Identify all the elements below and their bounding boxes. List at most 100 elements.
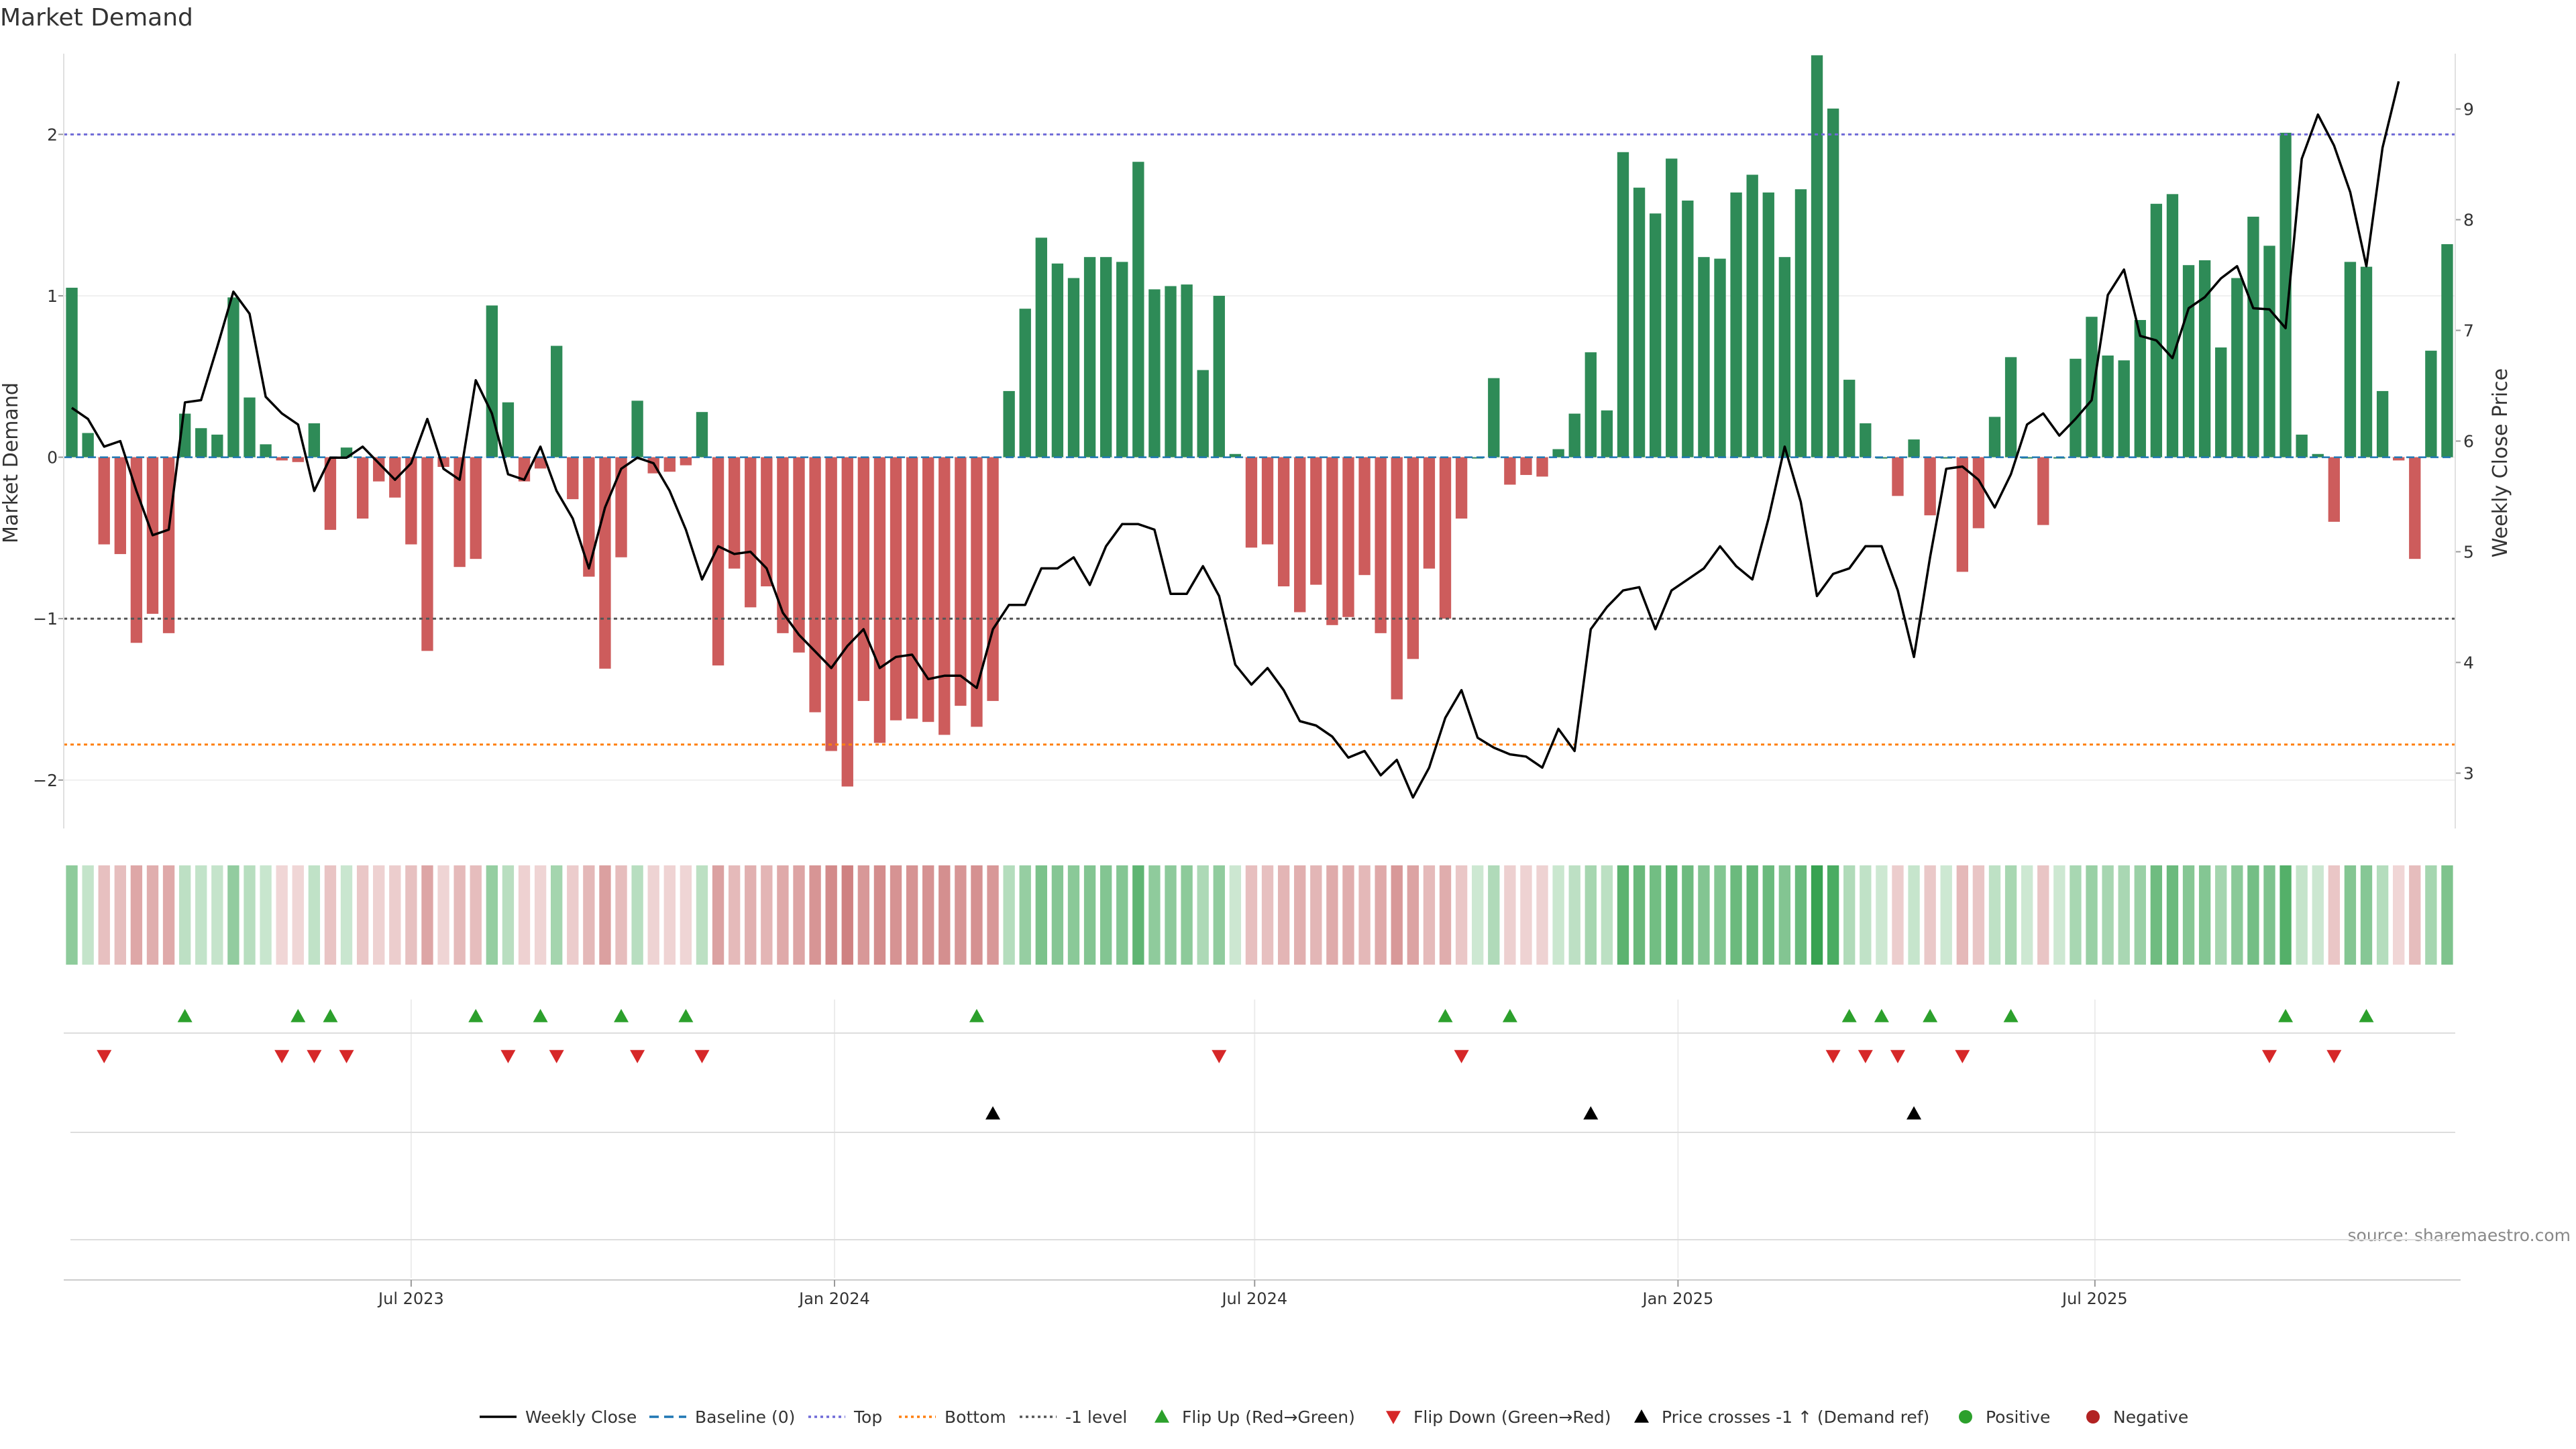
flip-up-marker	[1438, 1009, 1453, 1022]
y-tick-label: −1	[33, 609, 58, 629]
heat-cell	[470, 865, 482, 965]
demand-bar	[1568, 413, 1580, 458]
heat-cell	[1504, 865, 1516, 965]
heat-cell	[1682, 865, 1694, 965]
flip-up-marker	[533, 1009, 548, 1022]
gridlines	[64, 133, 2455, 1278]
demand-bar	[1003, 390, 1015, 458]
heat-cell	[130, 865, 143, 965]
heat-cell	[98, 865, 110, 965]
y2-tick-label: 3	[2463, 764, 2474, 784]
legend-swatch	[1155, 1409, 1169, 1423]
demand-bar	[1940, 457, 1952, 459]
flip-up-marker	[1502, 1009, 1517, 1022]
heat-cell	[2053, 865, 2065, 965]
heat-cell	[389, 865, 401, 965]
demand-bars	[66, 55, 2453, 787]
demand-bar	[2247, 217, 2259, 458]
chart-title: Market Demand	[0, 4, 193, 32]
heat-cell	[1099, 865, 1112, 965]
demand-bar	[1666, 158, 1678, 458]
heat-cell	[793, 865, 805, 965]
heat-cell	[1730, 865, 1742, 965]
demand-bar	[98, 457, 110, 545]
heat-cell	[260, 865, 272, 965]
demand-bar	[906, 457, 918, 719]
heat-cell	[1633, 865, 1646, 965]
price-cross-marker	[1583, 1106, 1599, 1120]
heat-cell	[1051, 865, 1064, 965]
demand-bar	[2393, 457, 2405, 461]
source-text: source: sharemaestro.com	[2348, 1226, 2571, 1245]
heat-cell	[276, 865, 288, 965]
heat-cell	[938, 865, 951, 965]
flip-down-marker	[1454, 1050, 1469, 1063]
demand-bar	[631, 400, 643, 458]
legend-label: Flip Up (Red→Green)	[1182, 1407, 1355, 1427]
demand-bar	[1439, 457, 1452, 619]
heat-cell	[1229, 865, 1242, 965]
heat-cell	[809, 865, 821, 965]
flip-down-marker	[549, 1050, 564, 1063]
heat-cell	[146, 865, 159, 965]
demand-bar	[292, 457, 304, 462]
demand-bar	[1245, 457, 1258, 548]
heat-cell	[292, 865, 304, 965]
demand-bar	[324, 457, 337, 530]
demand-bar	[1827, 108, 1839, 458]
heat-cell	[421, 865, 433, 965]
flip-down-marker	[339, 1050, 354, 1063]
demand-bar	[2344, 262, 2357, 458]
demand-bar	[1342, 457, 1354, 617]
heat-cell	[1972, 865, 1985, 965]
demand-bar	[1116, 262, 1128, 458]
flip-up-marker	[678, 1009, 694, 1022]
demand-bar	[1617, 152, 1629, 458]
heat-cell	[1181, 865, 1193, 965]
demand-bar	[1358, 457, 1371, 576]
flip-up-marker	[1841, 1009, 1857, 1022]
demand-bar	[1407, 457, 1419, 659]
demand-bar	[1794, 189, 1807, 458]
demand-bar	[583, 457, 595, 577]
demand-bar	[1860, 423, 1872, 458]
demand-bar	[599, 457, 611, 669]
y2-tick-label: 9	[2463, 100, 2474, 119]
heat-cell	[1617, 865, 1629, 965]
heat-cell	[1601, 865, 1613, 965]
demand-bar	[1520, 457, 1532, 476]
heat-cell	[1940, 865, 1952, 965]
demand-bar	[1261, 457, 1274, 545]
demand-bar	[1488, 378, 1500, 458]
flip-down-marker	[500, 1050, 516, 1063]
heat-cell	[1423, 865, 1436, 965]
flip-down-marker	[630, 1050, 645, 1063]
demand-bar	[1924, 457, 1936, 516]
demand-bar	[663, 457, 676, 472]
demand-heat-strip	[66, 865, 2453, 965]
demand-bar	[1585, 352, 1597, 458]
heat-cell	[2198, 865, 2211, 965]
y-tick-label: 1	[47, 286, 58, 306]
heat-cell	[2231, 865, 2243, 965]
demand-bar	[534, 457, 547, 469]
demand-bar	[615, 457, 627, 557]
heat-cell	[2166, 865, 2179, 965]
heat-cell	[728, 865, 741, 965]
demand-bar	[1213, 295, 1225, 458]
heat-cell	[1148, 865, 1161, 965]
demand-bar	[1165, 286, 1177, 458]
heat-cell	[211, 865, 223, 965]
legend-label: Baseline (0)	[695, 1407, 795, 1427]
flip-down-marker	[307, 1050, 322, 1063]
demand-bar	[486, 305, 498, 458]
demand-bar	[2409, 457, 2421, 559]
heat-cell	[1536, 865, 1548, 965]
y2-axis-label: Weekly Close Price	[2489, 368, 2512, 557]
heat-cell	[1843, 865, 1856, 965]
demand-bar	[356, 457, 369, 519]
demand-bar	[745, 457, 757, 608]
heat-cell	[761, 865, 773, 965]
heat-cell	[1876, 865, 1888, 965]
demand-bar	[2118, 360, 2130, 458]
